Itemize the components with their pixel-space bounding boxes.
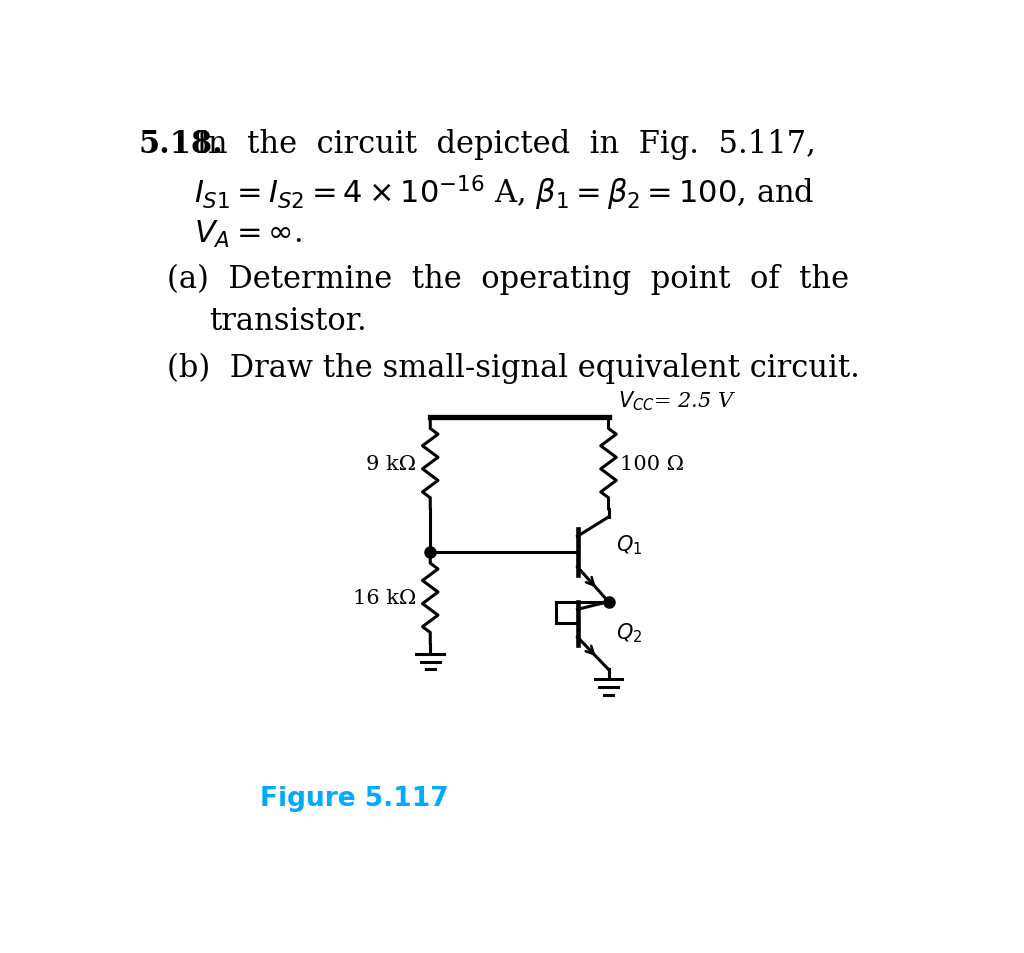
Text: $V_A = \infty$.: $V_A = \infty$. <box>194 219 302 250</box>
Text: In  the  circuit  depicted  in  Fig.  5.117,: In the circuit depicted in Fig. 5.117, <box>197 129 816 160</box>
Text: (a)  Determine  the  operating  point  of  the: (a) Determine the operating point of the <box>167 264 849 294</box>
Text: $Q_2$: $Q_2$ <box>616 621 642 644</box>
Text: (b)  Draw the small-signal equivalent circuit.: (b) Draw the small-signal equivalent cir… <box>167 352 859 383</box>
Text: $Q_1$: $Q_1$ <box>616 533 642 557</box>
Text: Figure 5.117: Figure 5.117 <box>260 785 449 811</box>
Text: $V_{CC}$= 2.5 V: $V_{CC}$= 2.5 V <box>617 389 736 413</box>
Text: 5.18.: 5.18. <box>138 129 223 160</box>
Text: 9 kΩ: 9 kΩ <box>367 454 417 473</box>
Text: 16 kΩ: 16 kΩ <box>353 589 417 608</box>
Text: $I_{S1} = I_{S2} = 4 \times 10^{-16}$ A, $\beta_1 = \beta_2 = 100$, and: $I_{S1} = I_{S2} = 4 \times 10^{-16}$ A,… <box>194 173 814 213</box>
Text: 100 Ω: 100 Ω <box>621 454 684 473</box>
Text: transistor.: transistor. <box>209 306 368 336</box>
